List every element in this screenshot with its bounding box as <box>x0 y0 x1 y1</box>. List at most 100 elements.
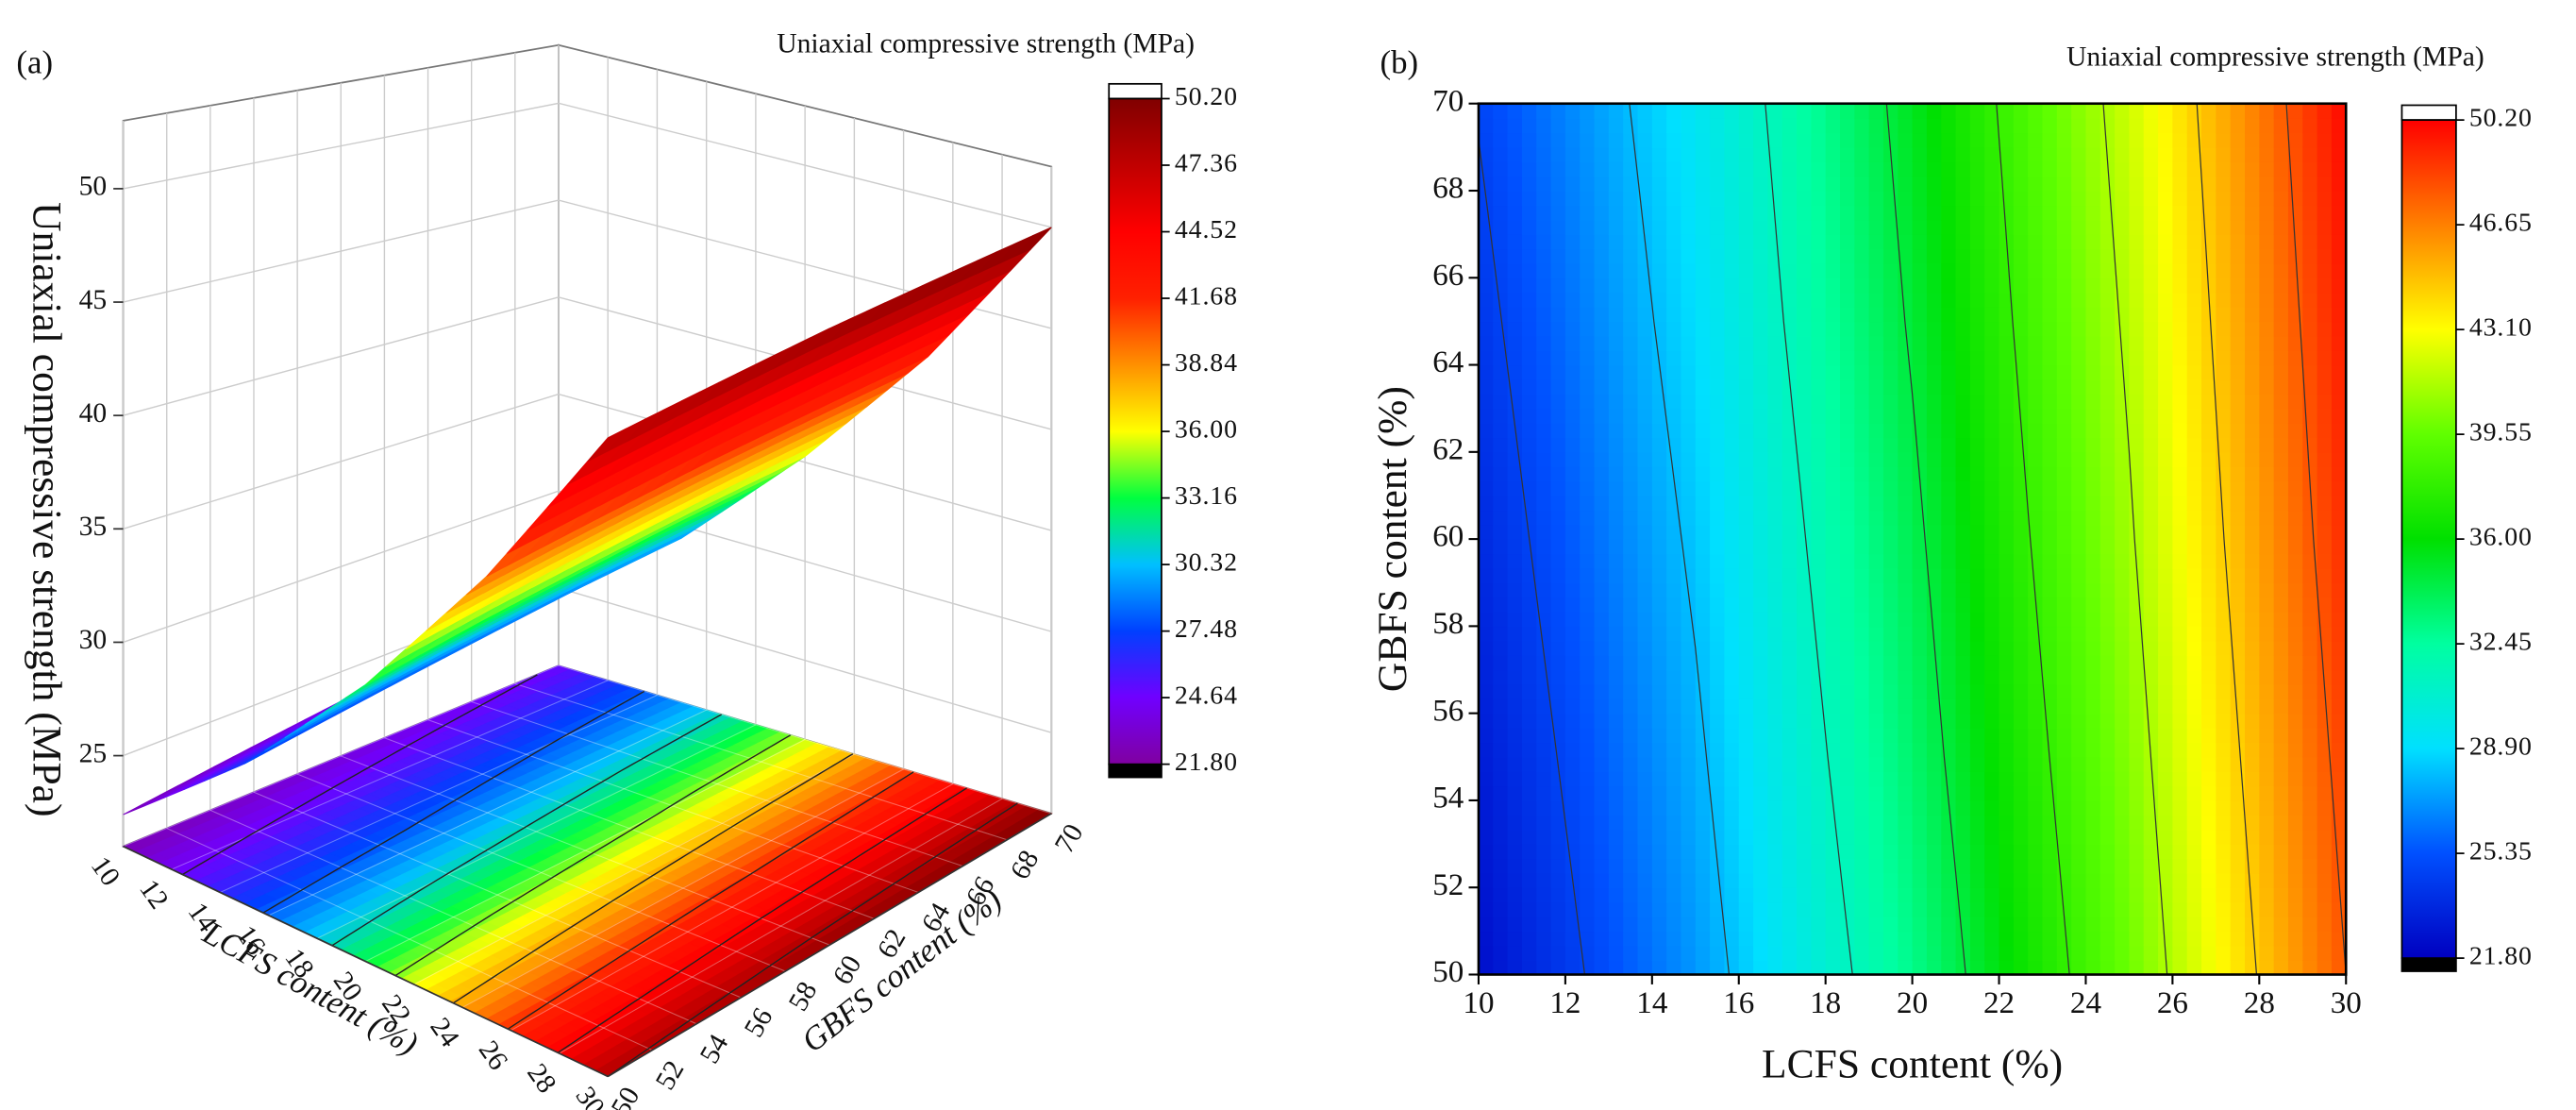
contour-cell <box>1854 683 1870 699</box>
contour-cell <box>1564 408 1581 424</box>
contour-cell <box>1955 771 1971 787</box>
contour-cell <box>1781 683 1798 699</box>
contour-cell <box>1898 118 1914 134</box>
contour-cell <box>1637 858 1653 874</box>
contour-cell <box>1695 945 1711 961</box>
contour-cell <box>1681 118 1697 134</box>
contour-cell <box>1767 887 1783 903</box>
contour-cell <box>1767 423 1783 439</box>
contour-cell <box>1521 234 1537 250</box>
contour-cell <box>1521 844 1537 860</box>
contour-cell <box>1969 278 1985 294</box>
contour-cell <box>1608 815 1624 831</box>
contour-cell <box>1594 901 1610 917</box>
contour-cell <box>1564 785 1581 801</box>
contour-cell <box>1868 829 1884 845</box>
contour-cell <box>1811 408 1827 424</box>
contour-cell <box>1797 451 1813 467</box>
contour-cell <box>1840 626 1856 642</box>
contour-cell <box>1767 132 1783 148</box>
contour-cell <box>1984 597 2000 613</box>
contour-cell <box>1825 901 1841 917</box>
contour-cell <box>1681 728 1697 744</box>
contour-cell <box>2099 844 2116 860</box>
contour-cell <box>1564 132 1581 148</box>
contour-cell <box>1868 262 1884 278</box>
contour-cell <box>1898 176 1914 192</box>
contour-cell <box>1825 567 1841 583</box>
contour-cell <box>1941 510 1957 526</box>
contour-cell <box>1898 567 1914 583</box>
contour-cell <box>1984 378 2000 395</box>
contour-cell <box>1781 640 1798 656</box>
contour-cell <box>2042 248 2058 264</box>
contour-cell <box>1781 612 1798 628</box>
contour-cell <box>1854 378 1870 395</box>
contour-cell <box>1999 394 2015 410</box>
contour-cell <box>2099 132 2116 148</box>
contour-cell <box>1478 799 1494 816</box>
contour-cell <box>1999 146 2015 162</box>
contour-cell <box>2042 378 2058 395</box>
contour-cell <box>1999 799 2015 816</box>
contour-cell <box>1825 146 1841 162</box>
contour-cell <box>1825 539 1841 555</box>
contour-cell <box>1710 960 1726 976</box>
contour-cell <box>1781 669 1798 685</box>
contour-cell <box>1695 321 1711 337</box>
contour-cell <box>1493 378 1509 395</box>
contour-cell <box>1868 901 1884 917</box>
contour-cell <box>2099 960 2116 976</box>
contour-cell <box>1507 146 1523 162</box>
contour-cell <box>1811 103 1827 119</box>
contour-cell <box>1681 176 1697 192</box>
contour-cell <box>1984 495 2000 512</box>
contour-cell <box>2071 161 2087 177</box>
contour-cell <box>1550 510 1566 526</box>
contour-cell <box>1882 524 1899 540</box>
contour-cell <box>1710 146 1726 162</box>
contour-cell <box>2042 612 2058 628</box>
contour-cell <box>1984 872 2000 888</box>
contour-cell <box>2013 799 2029 816</box>
contour-cell <box>2071 132 2087 148</box>
contour-cell <box>1969 234 1985 250</box>
contour-cell <box>1637 510 1653 526</box>
contour-cell <box>2028 378 2044 395</box>
contour-cell <box>1695 683 1711 699</box>
contour-cell <box>1955 655 1971 671</box>
contour-cell <box>1695 597 1711 613</box>
contour-cell <box>1753 132 1769 148</box>
contour-cell <box>1623 451 1639 467</box>
contour-cell <box>1564 887 1581 903</box>
contour-cell <box>1825 466 1841 482</box>
contour-cell <box>1854 945 1870 961</box>
contour-cell <box>1898 945 1914 961</box>
contour-cell <box>1550 815 1566 831</box>
contour-cell <box>1681 234 1697 250</box>
contour-cell <box>1580 118 1596 134</box>
contour-cell <box>1999 176 2015 192</box>
contour-cell <box>1724 524 1740 540</box>
contour-cell <box>1738 495 1754 512</box>
contour-cell <box>1710 364 1726 380</box>
contour-cell <box>1507 524 1523 540</box>
contour-cell <box>1840 219 1856 235</box>
contour-cell <box>1898 466 1914 482</box>
contour-cell <box>2028 132 2044 148</box>
contour-cell <box>1681 931 1697 947</box>
contour-cell <box>2085 234 2101 250</box>
contour-cell <box>1840 713 1856 729</box>
contour-cell <box>1507 510 1523 526</box>
contour-cell <box>1969 887 1985 903</box>
contour-cell <box>1868 887 1884 903</box>
contour-cell <box>1941 248 1957 264</box>
contour-cell <box>1623 829 1639 845</box>
contour-cell <box>1521 799 1537 816</box>
contour-cell <box>1738 408 1754 424</box>
contour-cell <box>1478 278 1494 294</box>
contour-cell <box>1868 176 1884 192</box>
contour-cell <box>1637 785 1653 801</box>
contour-cell <box>1781 205 1798 221</box>
contour-cell <box>1941 161 1957 177</box>
